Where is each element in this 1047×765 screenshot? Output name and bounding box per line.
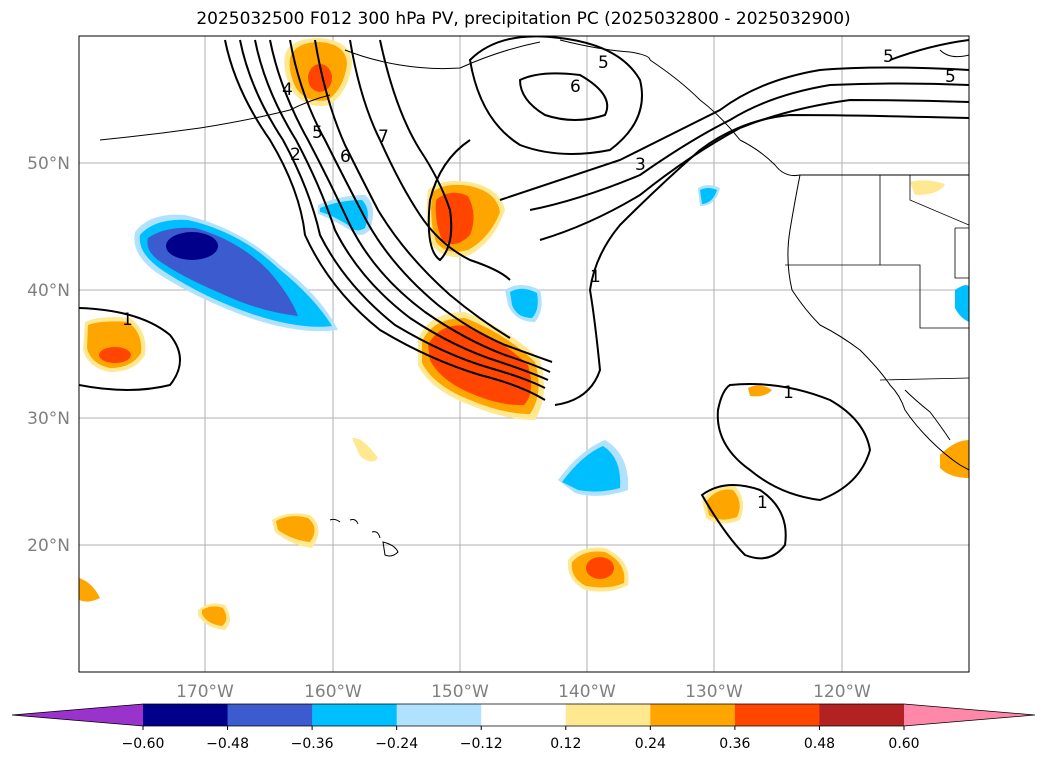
latitude-labels: 50°N 40°N 30°N 20°N [27, 154, 70, 556]
lat-label: 20°N [27, 536, 70, 556]
pv-label: 2 [290, 145, 301, 165]
lon-label: 150°W [431, 682, 489, 702]
lon-label: 170°W [176, 682, 234, 702]
colorbar-segment [650, 704, 736, 726]
colorbar-extend-high [904, 704, 1035, 726]
pv-label: 5 [945, 67, 956, 87]
pv-label: 1 [122, 310, 133, 330]
colorbar-segment [565, 704, 651, 726]
colorbar-tick-label: −0.60 [122, 736, 165, 752]
pv-label: 5 [598, 53, 609, 73]
lon-label: 160°W [304, 682, 362, 702]
colorbar-tick-label: −0.36 [291, 736, 334, 752]
map-content: 1 2 3 4 5 6 7 6 5 1 1 1 5 5 [79, 36, 969, 672]
colorbar-tick-label: 0.36 [719, 736, 750, 752]
map-frame [78, 35, 970, 673]
pv-label: 1 [783, 383, 794, 403]
negative-anomaly-west [134, 214, 338, 332]
pv-label: 1 [590, 267, 601, 287]
colorbar-segment [143, 704, 229, 726]
lat-label: 50°N [27, 154, 70, 174]
pv-contours [79, 36, 969, 560]
colorbar-tick-label: −0.48 [206, 736, 249, 752]
colorbar-segment [734, 704, 820, 726]
map-title: 2025032500 F012 300 hPa PV, precipitatio… [196, 9, 851, 29]
colorbar: −0.60 −0.48 −0.36 −0.24 −0.12 0.12 0.24 0.36 0.4… [11, 703, 1036, 752]
lat-label: 40°N [27, 281, 70, 301]
longitude-labels: 170°W 160°W 150°W 140°W 130°W 120°W [176, 682, 871, 702]
pv-label: 6 [570, 77, 581, 97]
pv-label: 1 [757, 493, 768, 513]
lon-label: 130°W [685, 682, 743, 702]
pv-label: 3 [635, 155, 646, 175]
precip-shading [79, 38, 969, 630]
colorbar-segment [312, 704, 398, 726]
positive-anomaly-north [284, 38, 352, 106]
colorbar-segment [396, 704, 482, 726]
pv-label: 6 [340, 147, 351, 167]
colorbar-segment [481, 704, 567, 726]
colorbar-segment [819, 704, 905, 726]
coastlines [99, 39, 969, 557]
pv-label: 5 [312, 123, 323, 143]
pv-label: 4 [282, 80, 293, 100]
small-anomalies [79, 180, 969, 630]
lat-label: 30°N [27, 409, 70, 429]
colorbar-tick-label: −0.12 [460, 736, 503, 752]
colorbar-extend-low [12, 704, 143, 726]
colorbar-tick-label: 0.24 [635, 736, 666, 752]
colorbar-tick-label: −0.24 [375, 736, 418, 752]
colorbar-segment [227, 704, 313, 726]
country-borders [785, 175, 969, 381]
colorbar-tick-label: 0.12 [550, 736, 581, 752]
lon-label: 120°W [813, 682, 871, 702]
colorbar-tick-label: 0.60 [888, 736, 919, 752]
pv-label: 7 [378, 127, 389, 147]
lon-label: 140°W [558, 682, 616, 702]
colorbar-tick-label: 0.48 [804, 736, 835, 752]
pv-labels: 1 2 3 4 5 6 7 6 5 1 1 1 5 5 [122, 47, 956, 513]
pv-label: 5 [883, 47, 894, 67]
